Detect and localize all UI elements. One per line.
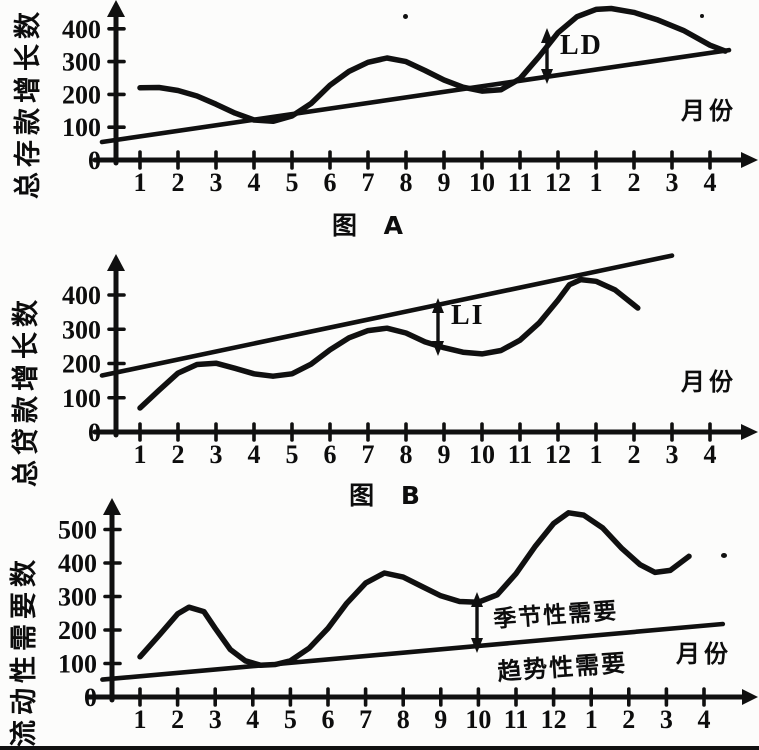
x-tick-label: 3 xyxy=(210,440,223,469)
y-tick-label: 100 xyxy=(62,384,101,413)
x-tick-label: 8 xyxy=(400,168,413,197)
chart-b-caption: 图 B xyxy=(349,481,429,510)
x-tick-label: 10 xyxy=(465,705,491,734)
x-tick-label: 10 xyxy=(469,168,495,197)
x-tick-label: 1 xyxy=(585,705,598,734)
chart-c-seasonal-label: 季节性需要 xyxy=(493,598,620,633)
chart-c-x-axis-label: 月份 xyxy=(675,640,732,668)
series-curve xyxy=(137,276,641,411)
x-tick-label: 11 xyxy=(508,168,533,197)
chart-b-li-label: LI xyxy=(451,300,485,331)
x-tick-label: 5 xyxy=(284,705,297,734)
chart-c-trend-label: 趋势性需要 xyxy=(496,649,628,686)
x-tick-label: 9 xyxy=(438,168,451,197)
x-tick-label: 4 xyxy=(248,440,261,469)
x-tick-label: 2 xyxy=(628,168,641,197)
x-tick-label: 11 xyxy=(504,705,529,734)
x-tick-label: 4 xyxy=(246,705,259,734)
y-tick-label: 300 xyxy=(62,315,101,344)
scan-speck xyxy=(403,14,408,19)
x-tick-label: 3 xyxy=(666,440,679,469)
x-tick-label: 12 xyxy=(545,168,571,197)
y-tick-label: 300 xyxy=(62,48,101,77)
x-tick-label: 1 xyxy=(134,705,147,734)
chart-c: 季节性需要 趋势性需要 月份 1 2 3 4 5 6 7 8 9 10 11 12 1 2 3 4500400… xyxy=(58,498,758,734)
chart-c-y-axis-arrow-icon xyxy=(103,498,121,515)
x-tick-label: 2 xyxy=(628,440,641,469)
scan-speck xyxy=(721,553,727,558)
y-tick-label: 200 xyxy=(62,350,101,379)
series-trend xyxy=(99,47,732,145)
series-trend xyxy=(99,253,675,378)
chart-a-y-axis-arrow-icon xyxy=(107,0,125,17)
x-tick-label: 2 xyxy=(171,705,184,734)
chart-a-caption: 图 A xyxy=(332,211,412,240)
y-tick-label: 200 xyxy=(58,616,97,645)
x-tick-label: 1 xyxy=(134,168,147,197)
x-tick-label: 2 xyxy=(622,705,635,734)
x-tick-label: 4 xyxy=(704,168,717,197)
x-tick-label: 4 xyxy=(248,168,261,197)
x-tick-label: 6 xyxy=(324,440,337,469)
chart-a-x-axis-arrow-icon xyxy=(741,152,758,168)
x-tick-label: 8 xyxy=(400,440,413,469)
y-tick-label: 300 xyxy=(58,583,97,612)
x-tick-label: 1 xyxy=(134,440,147,469)
chart-a-x-axis-label: 月份 xyxy=(680,97,737,125)
x-tick-label: 4 xyxy=(704,440,717,469)
x-tick-label: 7 xyxy=(362,168,375,197)
y-tick-label: 100 xyxy=(58,650,97,679)
x-tick-label: 4 xyxy=(698,705,711,734)
chart-a: LD 月份 图 A 1 2 3 4 5 6 7 8 9 10 11 12 1 2 3 440030020010… xyxy=(62,0,758,240)
series-curve xyxy=(137,5,728,125)
y-tick-label: 200 xyxy=(62,80,101,109)
x-tick-label: 6 xyxy=(322,705,335,734)
y-tick-label: 0 xyxy=(88,146,101,175)
x-tick-label: 12 xyxy=(541,705,567,734)
y-tick-label: 400 xyxy=(62,281,101,310)
series-trend xyxy=(100,621,726,682)
x-tick-label: 3 xyxy=(666,168,679,197)
x-tick-label: 5 xyxy=(286,168,299,197)
x-tick-label: 11 xyxy=(508,440,533,469)
scan-edge-line xyxy=(0,746,759,750)
x-tick-label: 2 xyxy=(172,440,185,469)
x-tick-label: 7 xyxy=(359,705,372,734)
x-tick-label: 5 xyxy=(286,440,299,469)
x-tick-label: 9 xyxy=(434,705,447,734)
x-tick-label: 2 xyxy=(172,168,185,197)
x-tick-label: 1 xyxy=(590,168,603,197)
x-tick-label: 1 xyxy=(590,440,603,469)
x-tick-label: 6 xyxy=(324,168,337,197)
y-tick-label: 400 xyxy=(58,549,97,578)
x-tick-label: 10 xyxy=(469,440,495,469)
x-tick-label: 12 xyxy=(545,440,571,469)
x-tick-label: 9 xyxy=(438,440,451,469)
scan-speck xyxy=(700,14,704,18)
x-tick-label: 3 xyxy=(660,705,673,734)
x-tick-label: 8 xyxy=(397,705,410,734)
y-tick-label: 400 xyxy=(62,15,101,44)
y-tick-label: 100 xyxy=(62,113,101,142)
chart-b-x-axis-arrow-icon xyxy=(741,424,758,440)
series-curve xyxy=(137,510,692,668)
chart-b-x-axis-label: 月份 xyxy=(680,368,737,396)
x-tick-label: 7 xyxy=(362,440,375,469)
chart-b: LI 月份 图 B 1 2 3 4 5 6 7 8 9 10 11 12 1 2 3 440030020010… xyxy=(62,253,758,510)
chart-b-y-axis-arrow-icon xyxy=(107,254,125,271)
chart-a-ld-label: LD xyxy=(560,30,603,61)
x-tick-label: 3 xyxy=(209,705,222,734)
y-tick-label: 500 xyxy=(58,516,97,545)
y-tick-label: 0 xyxy=(84,683,97,712)
y-tick-label: 0 xyxy=(88,418,101,447)
chart-c-x-axis-arrow-icon xyxy=(742,689,758,705)
x-tick-label: 3 xyxy=(210,168,223,197)
